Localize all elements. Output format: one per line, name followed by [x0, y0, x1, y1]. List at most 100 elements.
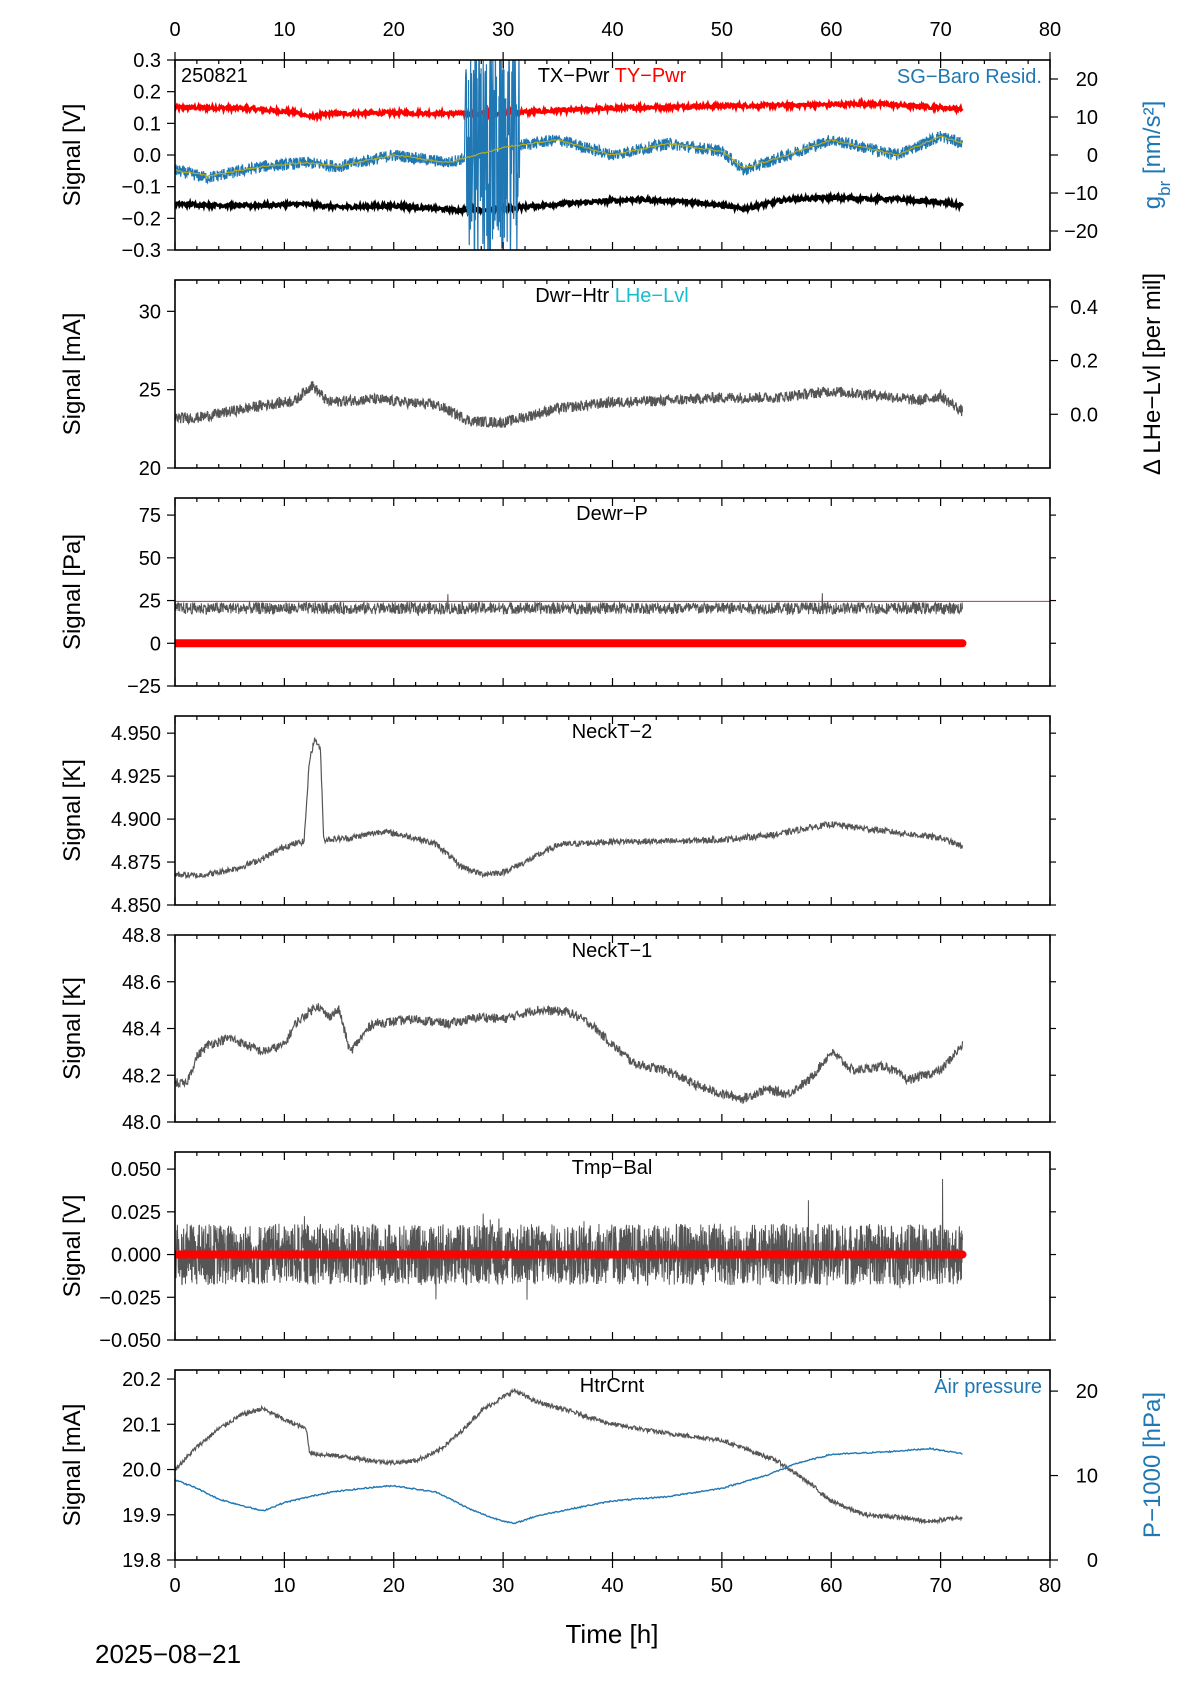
panel-title-htr_crnt: HtrCrnt — [580, 1375, 645, 1397]
y-tick-label: 75 — [139, 505, 161, 527]
y-tick-label: 0.0 — [133, 145, 161, 167]
y-tick-label: 20.0 — [122, 1460, 161, 1482]
y2-tick-label: 10 — [1076, 107, 1098, 129]
y-tick-label: −0.025 — [99, 1287, 161, 1309]
y-tick-label: 25 — [139, 380, 161, 402]
panel-title-dewar_p: Dewr−P — [576, 503, 648, 525]
y-axis-label-neck2: Signal [K] — [59, 759, 86, 862]
series-htr_crnt-air_p — [175, 1446, 963, 1525]
x-tick-label-bottom: 80 — [1039, 1575, 1061, 1597]
y-axis-label-dewar_p: Signal [Pa] — [59, 534, 86, 650]
y2-tick-label: 10 — [1076, 1466, 1098, 1488]
top-time-axis: 0 10 20 30 40 50 60 70 80 — [169, 19, 1061, 60]
plot-area-tmp_bal — [175, 1178, 967, 1300]
plot-area-dewar_p — [175, 593, 1050, 648]
panel-neck2: 4.850 4.875 4.900 4.925 4.950 Signal [K] NeckT… — [59, 715, 1056, 917]
y-tick-label: 0.1 — [133, 113, 161, 135]
panel-title-neck1: NeckT−1 — [572, 940, 653, 962]
panel-title-heater: Dwr−Htr LHe−Lvl — [535, 285, 688, 307]
y2-tick-label: 0.0 — [1070, 404, 1098, 426]
right-title-htr_crnt: Air pressure — [934, 1376, 1042, 1398]
y2-tick-label: 20 — [1076, 1381, 1098, 1403]
x-tick-label-top: 60 — [820, 19, 842, 41]
y-tick-label: −25 — [127, 676, 161, 698]
y-tick-label: −0.050 — [99, 1330, 161, 1352]
x-tick-label-top: 50 — [711, 19, 733, 41]
x-tick-label-bottom: 40 — [601, 1575, 623, 1597]
y-tick-label: 48.4 — [122, 1019, 161, 1041]
y-tick-label: 25 — [139, 591, 161, 613]
plot-area-power — [175, 60, 964, 250]
y-tick-label: 19.8 — [122, 1550, 161, 1572]
y2-tick-label: −20 — [1064, 221, 1098, 243]
y-tick-label: 4.850 — [111, 895, 161, 917]
series-dewar_p-dewr_p — [175, 593, 963, 616]
x-tick-label-top: 40 — [601, 19, 623, 41]
panel-title-neck2: NeckT−2 — [572, 721, 653, 743]
y2-tick-label: −10 — [1064, 183, 1098, 205]
y2-tick-label: 20 — [1076, 69, 1098, 91]
y-tick-label: 19.9 — [122, 1505, 161, 1527]
panel-title-part: TX−Pwr — [538, 65, 610, 87]
panel-frame-htr_crnt — [174, 1369, 1051, 1561]
y-axis-label-neck1: Signal [K] — [59, 977, 86, 1080]
bottom-time-axis: 0 10 20 30 40 50 60 70 80 — [169, 1560, 1061, 1597]
panel-title-part: LHe−Lvl — [609, 285, 689, 307]
y-tick-label: 20.2 — [122, 1369, 161, 1391]
series-neck1-neck1 — [175, 1003, 964, 1105]
plot-area-neck2 — [175, 737, 964, 880]
panel-title-part: TY−Pwr — [609, 65, 686, 87]
y-tick-label: 48.0 — [122, 1112, 161, 1134]
plot-area-neck1 — [175, 1003, 964, 1105]
y-tick-label: 48.6 — [122, 972, 161, 994]
y-tick-label: 48.8 — [122, 925, 161, 947]
x-tick-label-bottom: 60 — [820, 1575, 842, 1597]
panel-power: −0.3 −0.2 −0.1 0.0 0.1 0.2 0.3 −20 −10 0 10 20 Signa… — [59, 50, 1174, 262]
panel-dewar_p: −25 0 25 50 75 Signal [Pa] Dewr−P — [59, 497, 1056, 698]
y2-tick-label: 0 — [1087, 1550, 1098, 1572]
plot-area-htr_crnt — [175, 1387, 963, 1525]
x-tick-label-top: 30 — [492, 19, 514, 41]
series-power-ty — [175, 96, 964, 123]
x-tick-label-top: 20 — [383, 19, 405, 41]
panels: −0.3 −0.2 −0.1 0.0 0.1 0.2 0.3 −20 −10 0 10 20 Signa… — [59, 50, 1174, 1572]
x-axis-label: Time [h] — [566, 1619, 659, 1649]
x-tick-label-top: 80 — [1039, 19, 1061, 41]
y-tick-label: 0.2 — [133, 82, 161, 104]
y-tick-label: 50 — [139, 548, 161, 570]
x-tick-label-top: 0 — [169, 19, 180, 41]
x-tick-label-bottom: 10 — [273, 1575, 295, 1597]
y-tick-label: 30 — [139, 301, 161, 323]
panel-neck1: 48.0 48.2 48.4 48.6 48.8 Signal [K] NeckT−1 — [59, 925, 1056, 1134]
panel-tmp_bal: −0.050 −0.025 0.000 0.025 0.050 Signal [V] Tmp… — [59, 1151, 1056, 1352]
plot-area-heater — [175, 381, 964, 428]
x-tick-label-bottom: 30 — [492, 1575, 514, 1597]
series-htr_crnt-htr_crnt — [175, 1387, 963, 1525]
y-tick-label: 4.950 — [111, 723, 161, 745]
y-tick-label: −0.2 — [122, 208, 161, 230]
y-tick-label: 4.875 — [111, 852, 161, 874]
y-tick-label: 0.3 — [133, 50, 161, 72]
panel-heater: 20 25 30 0.0 0.2 0.4 Signal [mA] Δ LHe−Lvl [per… — [59, 273, 1166, 480]
y2-axis-label-heater: Δ LHe−Lvl [per mil] — [1139, 273, 1166, 475]
y-axis-label-heater: Signal [mA] — [59, 313, 86, 436]
y-tick-label: 0.000 — [111, 1245, 161, 1267]
y-axis-label-power: Signal [V] — [59, 104, 86, 207]
series-tmp_bal-tmp_bal — [175, 1178, 963, 1300]
x-tick-label-top: 70 — [930, 19, 952, 41]
y-tick-label: 0.025 — [111, 1202, 161, 1224]
y2-axis-label-power: gbr [nm/s²] — [1139, 101, 1174, 210]
x-tick-label-top: 10 — [273, 19, 295, 41]
y-tick-label: 20.1 — [122, 1414, 161, 1436]
panel-title-part: Dwr−Htr — [535, 285, 609, 307]
date-label: 2025−08−21 — [95, 1639, 241, 1669]
panel-frame-neck1 — [174, 934, 1051, 1123]
y-tick-label: 20 — [139, 458, 161, 480]
x-tick-label-bottom: 20 — [383, 1575, 405, 1597]
series-power-sg — [175, 60, 964, 250]
y2-tick-label: 0.4 — [1070, 297, 1098, 319]
y-tick-label: 4.925 — [111, 766, 161, 788]
y-tick-label: 4.900 — [111, 809, 161, 831]
y2-axis-label-htr_crnt: P−1000 [hPa] — [1139, 1392, 1166, 1538]
